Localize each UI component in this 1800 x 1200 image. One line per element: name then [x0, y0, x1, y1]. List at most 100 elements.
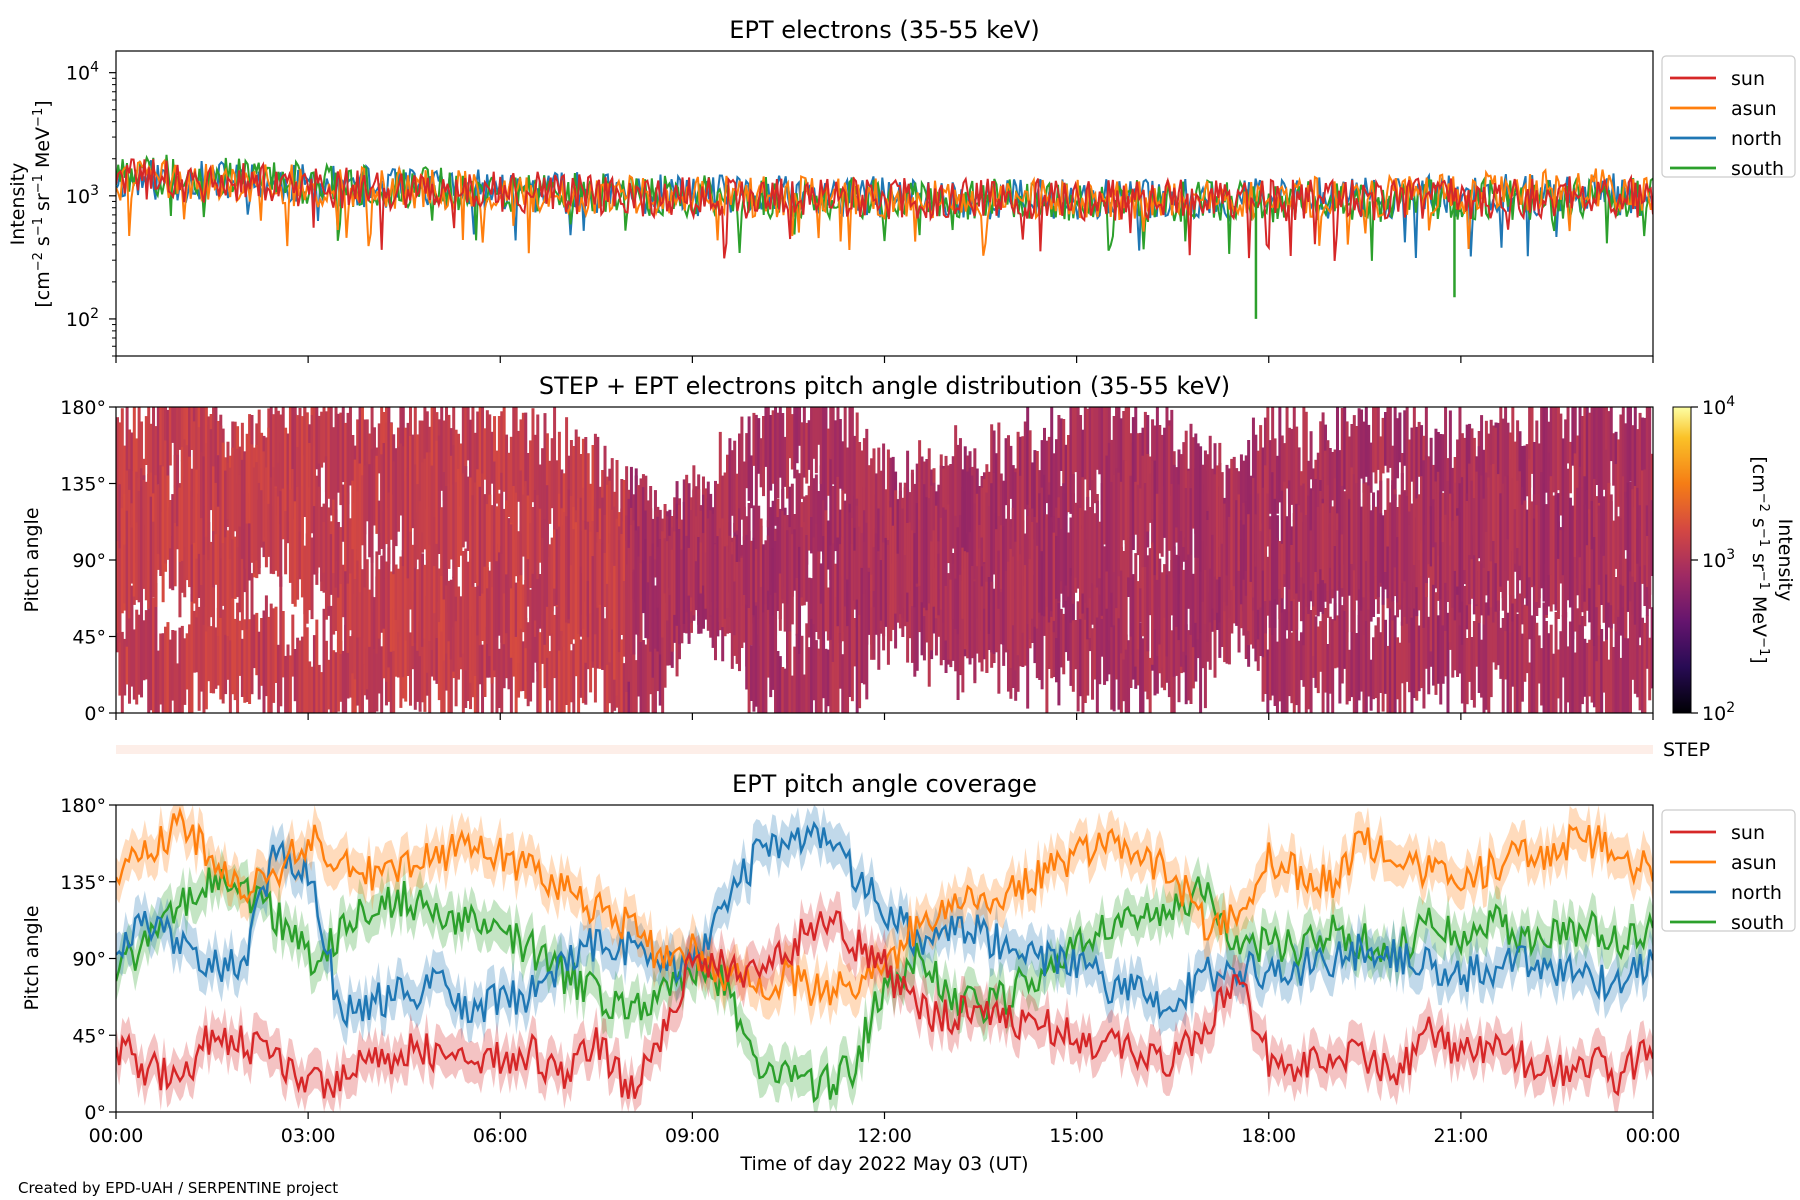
- heatmap-cell: [514, 617, 518, 713]
- heatmap-cell: [392, 573, 396, 651]
- heatmap-cell: [346, 543, 350, 653]
- heatmap-cell: [332, 499, 336, 574]
- heatmap-cell: [1568, 621, 1572, 713]
- heatmap-cell: [841, 537, 845, 642]
- heatmap-cell: [445, 407, 449, 502]
- heatmap-cell: [233, 618, 237, 701]
- heatmap-cell: [442, 568, 446, 661]
- heatmap-cell: [505, 500, 509, 575]
- heatmap-cell: [572, 529, 576, 640]
- heatmap-cell: [956, 444, 960, 569]
- heatmap-cell: [591, 556, 595, 662]
- heatmap-cell: [946, 573, 950, 660]
- heatmap-cell: [509, 436, 513, 530]
- heatmap-cell: [288, 489, 292, 583]
- heatmap-cell: [1290, 428, 1294, 505]
- heatmap-cell: [1405, 607, 1409, 682]
- heatmap-cell: [579, 497, 583, 602]
- heatmap-cell: [598, 582, 602, 669]
- heatmap-cell: [939, 517, 943, 610]
- heatmap-cell: [481, 407, 485, 520]
- heatmap-cell: [541, 538, 545, 629]
- heatmap-cell: [531, 507, 535, 574]
- heatmap-cell: [987, 577, 991, 634]
- heatmap-cell: [1057, 415, 1061, 510]
- heatmap-cell: [1098, 569, 1102, 685]
- heatmap-cell: [1376, 617, 1380, 713]
- heatmap-cell: [500, 472, 504, 554]
- heatmap-cell: [1595, 407, 1599, 485]
- heatmap-cell: [579, 566, 583, 637]
- heatmap-cell: [195, 610, 199, 673]
- heatmap-cell: [1074, 502, 1078, 578]
- x-tick-label: 18:00: [1241, 1125, 1296, 1147]
- heatmap-cell: [1148, 473, 1152, 523]
- heatmap-cell: [1355, 633, 1359, 713]
- heatmap-cell: [774, 407, 778, 526]
- heatmap-cell: [1633, 552, 1637, 625]
- heatmap-cell: [531, 408, 535, 503]
- heatmap-cell: [1177, 484, 1181, 556]
- heatmap-cell: [457, 469, 461, 567]
- panel1-title: EPT electrons (35-55 keV): [729, 16, 1039, 44]
- heatmap-cell: [658, 539, 662, 655]
- heatmap-cell: [192, 509, 196, 604]
- heatmap-cell: [351, 480, 355, 550]
- heatmap-cell: [656, 547, 660, 608]
- heatmap-cell: [332, 427, 336, 514]
- heatmap-cell: [207, 425, 211, 561]
- heatmap-cell: [1071, 575, 1075, 692]
- heatmap-cell: [1511, 595, 1515, 687]
- heatmap-cell: [1189, 616, 1193, 704]
- heatmap-cell: [279, 414, 283, 507]
- heatmap-cell: [745, 534, 749, 667]
- heatmap-cell: [1338, 580, 1342, 704]
- heatmap-cell: [853, 550, 857, 610]
- heatmap-cell: [865, 589, 869, 700]
- heatmap-cell: [329, 407, 333, 516]
- heatmap-cell: [339, 527, 343, 584]
- heatmap-cell: [1283, 481, 1287, 575]
- heatmap-cell: [733, 581, 737, 636]
- heatmap-cell: [310, 537, 314, 620]
- heatmap-cell: [843, 407, 847, 494]
- legend-box: [1661, 55, 1796, 178]
- heatmap-cell: [1362, 608, 1366, 713]
- heatmap-cell: [476, 411, 480, 505]
- heatmap-cell: [209, 626, 213, 694]
- heatmap-cell: [298, 640, 302, 713]
- heatmap-cell: [735, 562, 739, 664]
- heatmap-cell: [507, 452, 511, 517]
- heatmap-cell: [471, 568, 475, 698]
- heatmap-cell: [687, 547, 691, 596]
- credit-text: Created by EPD-UAH / SERPENTINE project: [18, 1179, 338, 1197]
- heatmap-cell: [572, 446, 576, 538]
- heatmap-cell: [1263, 465, 1267, 602]
- heatmap-cell: [1544, 504, 1548, 615]
- heatmap-cell: [740, 557, 744, 648]
- heatmap-cell: [1062, 613, 1066, 675]
- heatmap-cell: [192, 421, 196, 543]
- heatmap-cell: [589, 531, 593, 614]
- heatmap-cell: [615, 518, 619, 583]
- heatmap-cell: [1564, 612, 1568, 713]
- heatmap-cell: [454, 482, 458, 597]
- heatmap-cell: [1035, 580, 1039, 679]
- heatmap-cell: [433, 598, 437, 681]
- heatmap-cell: [240, 638, 244, 697]
- heatmap-cell: [1398, 494, 1402, 605]
- heatmap-cell: [120, 631, 124, 713]
- heatmap-cell: [1287, 594, 1291, 697]
- panel1-ylabel: Intensity: [7, 163, 29, 246]
- heatmap-cell: [1374, 625, 1378, 699]
- heatmap-cell: [1232, 456, 1236, 587]
- heatmap-cell: [336, 639, 340, 712]
- step-strip: STEP: [116, 739, 1710, 761]
- heatmap-cell: [958, 515, 962, 575]
- heatmap-cell: [829, 407, 833, 460]
- heatmap-cell: [212, 502, 216, 588]
- heatmap-cell: [598, 539, 602, 605]
- heatmap-cell: [834, 597, 838, 713]
- heatmap-cell: [1420, 561, 1424, 689]
- heatmap-cell: [1573, 652, 1577, 713]
